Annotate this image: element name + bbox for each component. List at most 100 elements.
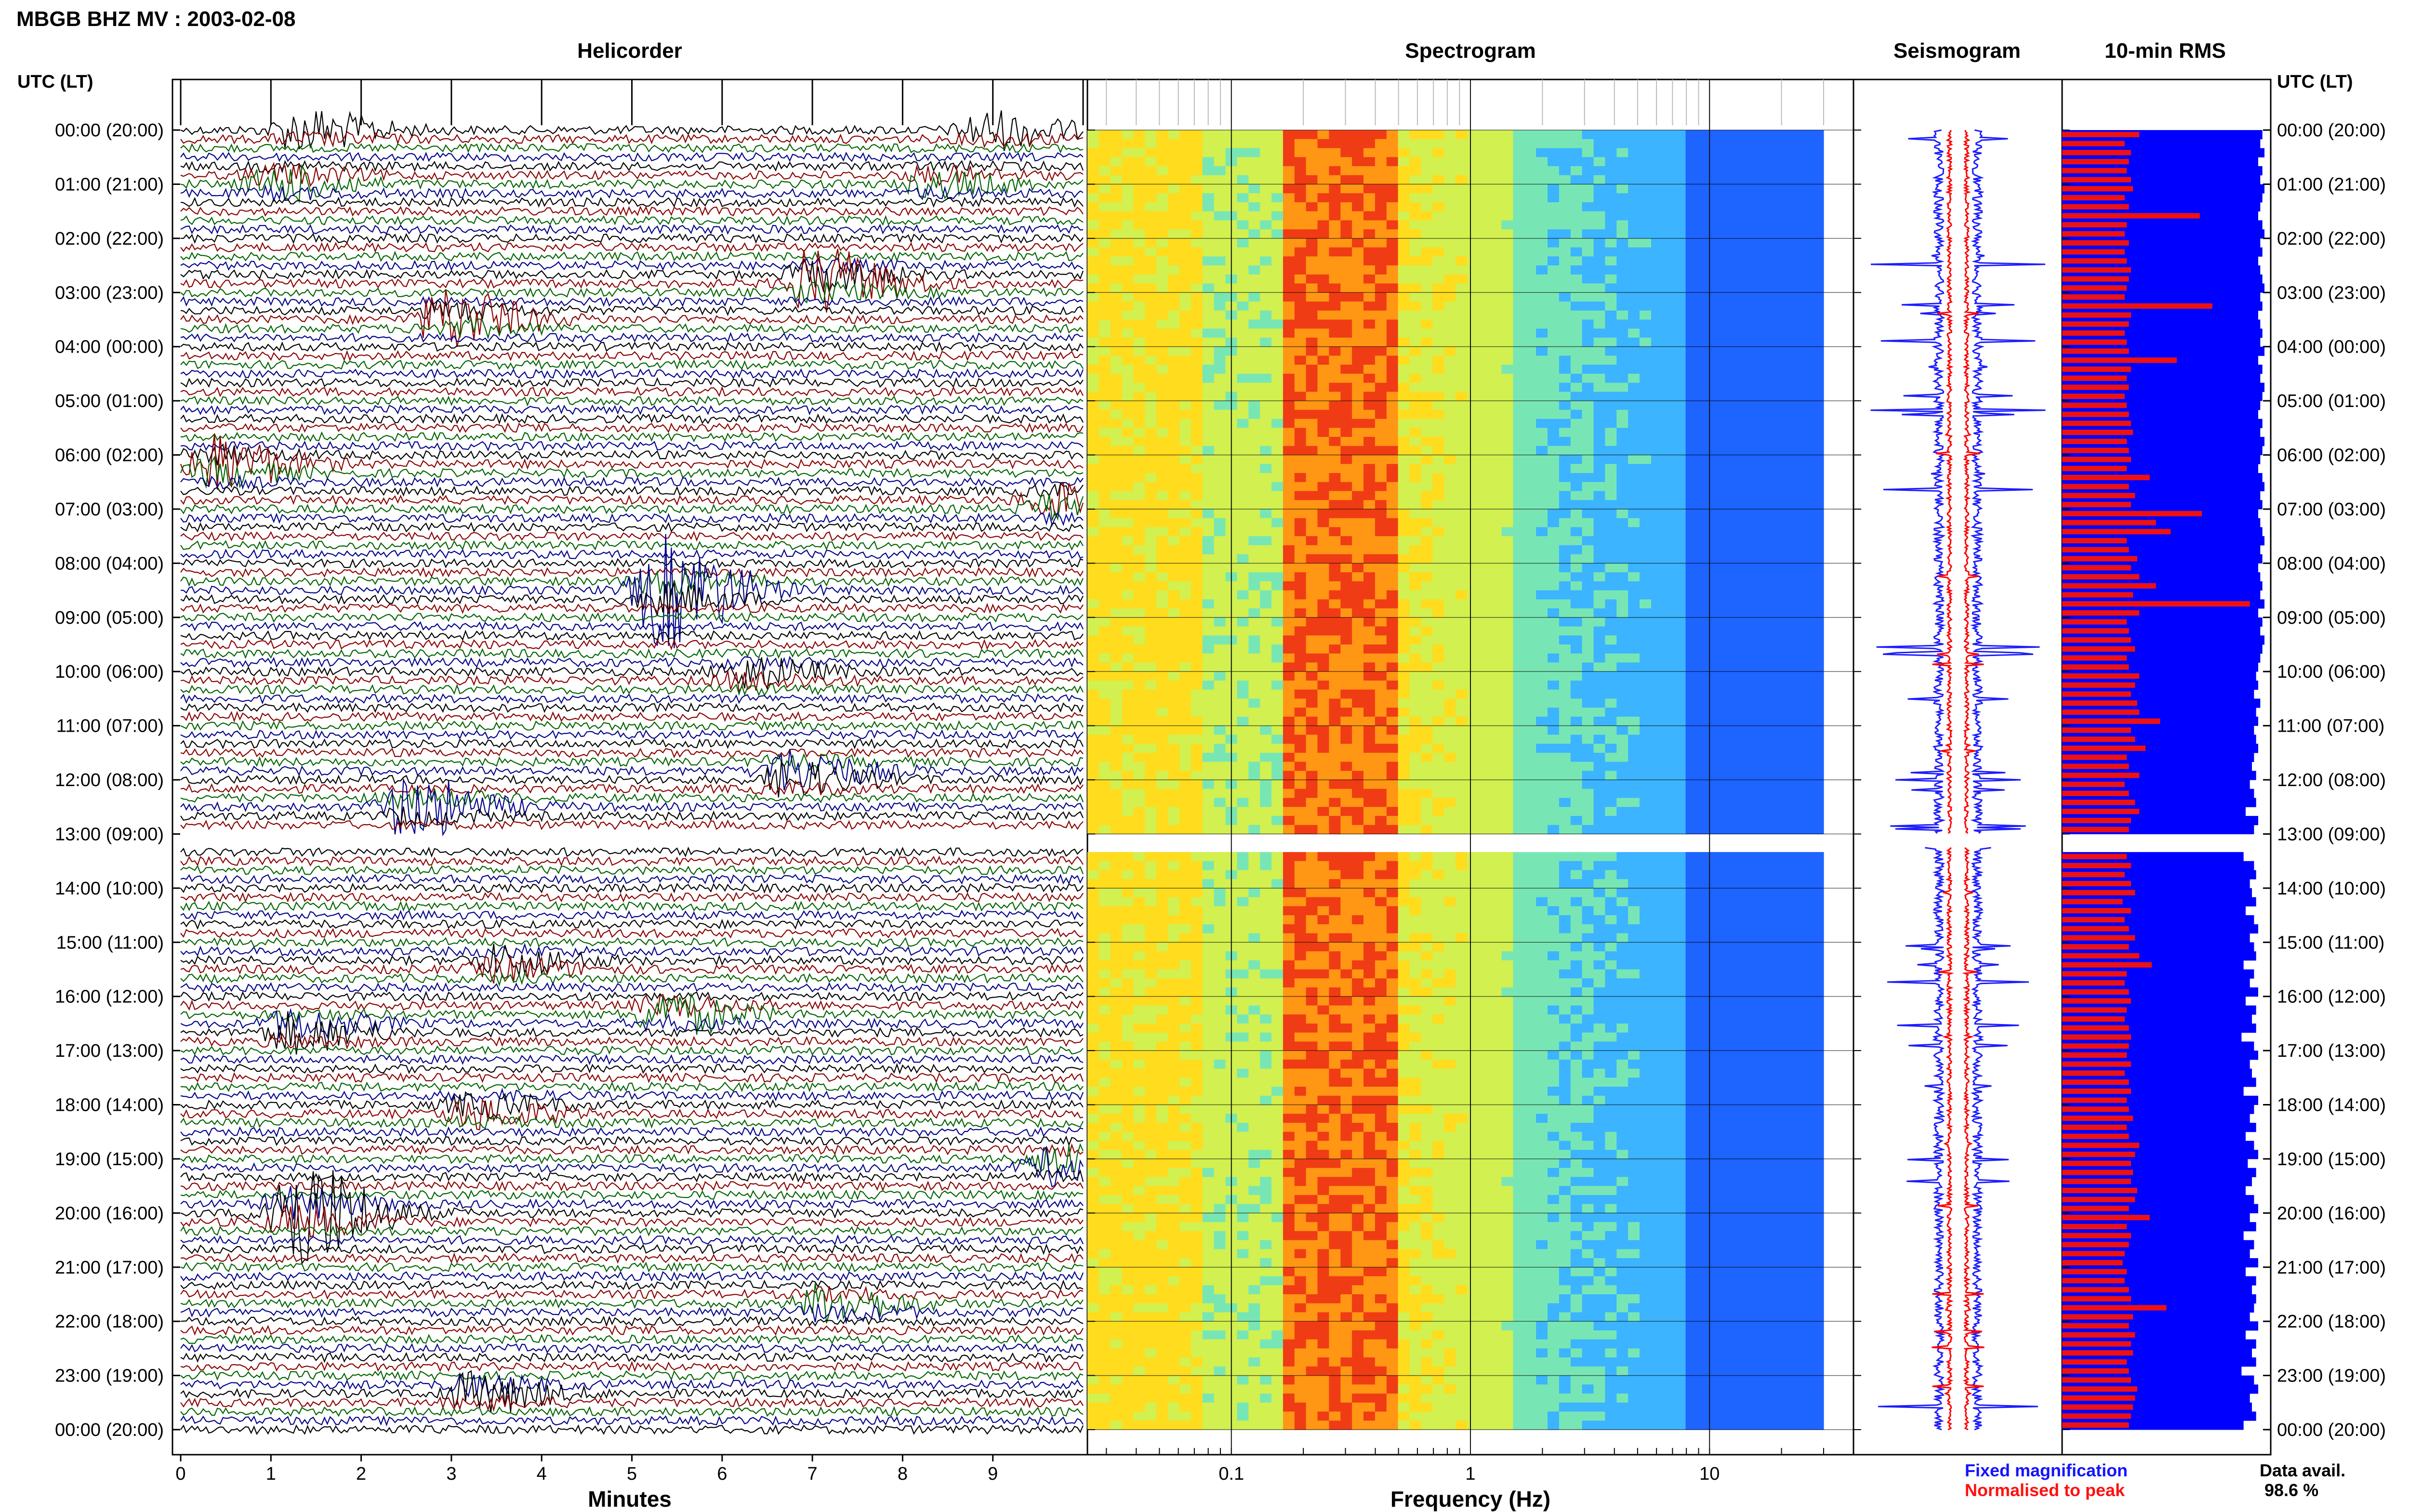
spectrogram-cell [1352,310,1364,320]
spectrogram-cell [1720,527,1732,537]
spectrogram-cell [1662,752,1675,762]
spectrogram-cell [1513,635,1525,645]
spectrogram-cell [1651,545,1663,555]
spectrogram-cell [1674,671,1686,681]
spectrogram-cell [1133,392,1145,401]
spectrogram-cell [1329,590,1341,600]
spectrogram-cell [1754,211,1767,221]
spectrogram-cell [1214,590,1226,600]
spectrogram-cell [1732,581,1744,591]
spectrogram-cell [1386,536,1399,546]
spectrogram-cell [1593,292,1605,302]
spectrogram-cell [1375,671,1387,681]
spectrogram-cell [1294,211,1307,221]
spectrogram-cell [1605,437,1617,447]
spectrogram-cell [1168,346,1180,356]
spectrogram-cell [1168,680,1180,690]
spectrogram-cell [1524,130,1536,140]
spectrogram-cell [1145,626,1157,636]
spectrogram-cell [1375,437,1387,447]
spectrogram-cell [1570,157,1583,167]
spectrogram-cell [1375,554,1387,564]
spectrogram-cell [1329,653,1341,663]
spectrogram-cell [1294,771,1307,780]
helicorder-trace [180,215,1084,226]
spectrogram-cell [1110,428,1123,437]
spectrogram-cell [1179,798,1191,807]
spectrogram-cell [1754,744,1767,753]
spectrogram-cell [1352,653,1364,663]
spectrogram-cell [1375,716,1387,726]
spectrogram-cell [1662,572,1675,582]
spectrogram-cell [1363,491,1376,500]
spectrogram-cell [1237,130,1249,140]
spectrogram-cell [1398,780,1410,789]
spectrogram-cell [1156,428,1168,437]
spectrogram-cell [1800,365,1813,374]
spectrogram-cell [1548,698,1560,708]
spectrogram-cell [1398,518,1410,527]
spectrogram-cell [1110,716,1123,726]
spectrogram-cell [1732,292,1744,302]
spectrogram-cell [1329,798,1341,807]
spectrogram-cell [1260,365,1272,374]
spectrogram-cell [1490,157,1502,167]
spectrogram-cell [1812,265,1824,275]
spectrogram-cell [1812,256,1824,266]
spectrogram-cell [1248,292,1260,302]
spectrogram-cell [1133,599,1145,609]
spectrogram-cell [1732,473,1744,483]
spectrogram-cell [1099,752,1111,762]
helicorder-trace [180,377,1084,388]
spectrogram-cell [1754,392,1767,401]
spectrogram-cell [1812,220,1824,230]
spectrogram-cell [1306,518,1318,527]
helicorder-trace [180,994,1084,1017]
spectrogram-cell [1202,355,1215,365]
spectrogram-cell [1432,635,1444,645]
spectrogram-cell [1248,302,1260,311]
spectrogram-cell [1122,536,1134,546]
spectrogram-cell [1490,166,1502,176]
spectrogram-cell [1605,157,1617,167]
spectrogram-cell [1398,346,1410,356]
spectrogram-cell [1432,319,1444,329]
spectrogram-cell [1732,202,1744,212]
spectrogram-cell [1628,716,1640,726]
spectrogram-cell [1375,735,1387,744]
spectrogram-cell [1536,211,1548,221]
spectrogram-cell [1087,329,1099,338]
spectrogram-cell [1340,626,1352,636]
spectrogram-cell [1789,735,1801,744]
spectrogram-cell [1754,716,1767,726]
spectrogram-cell [1766,238,1778,248]
spectrogram-cell [1271,211,1284,221]
helicorder-trace [180,972,1084,987]
spectrogram-cell [1122,292,1134,302]
spectrogram-cell [1720,789,1732,798]
spectrogram-cell [1099,626,1111,636]
spectrogram-cell [1467,373,1479,383]
spectrogram-cell [1145,419,1157,428]
spectrogram-cell [1340,310,1352,320]
spectrogram-cell [1398,590,1410,600]
spectrogram-cell [1340,220,1352,230]
spectrogram-cell [1237,716,1249,726]
spectrogram-cell [1697,319,1709,329]
spectrogram-cell [1110,319,1123,329]
spectrogram-cell [1697,798,1709,807]
spectrogram-cell [1478,157,1491,167]
helicorder-trace [180,806,1084,828]
spectrogram-cell [1536,752,1548,762]
spectrogram-cell [1329,130,1341,140]
spectrogram-cell [1432,735,1444,744]
spectrogram-cell [1133,680,1145,690]
spectrogram-cell [1467,211,1479,221]
spectrogram-cell [1191,518,1203,527]
spectrogram-cell [1582,175,1594,184]
spectrogram-cell [1812,346,1824,356]
spectrogram-cell [1444,482,1456,491]
spectrogram-cell [1122,310,1134,320]
spectrogram-cell [1087,274,1099,284]
spectrogram-cell [1501,166,1513,176]
